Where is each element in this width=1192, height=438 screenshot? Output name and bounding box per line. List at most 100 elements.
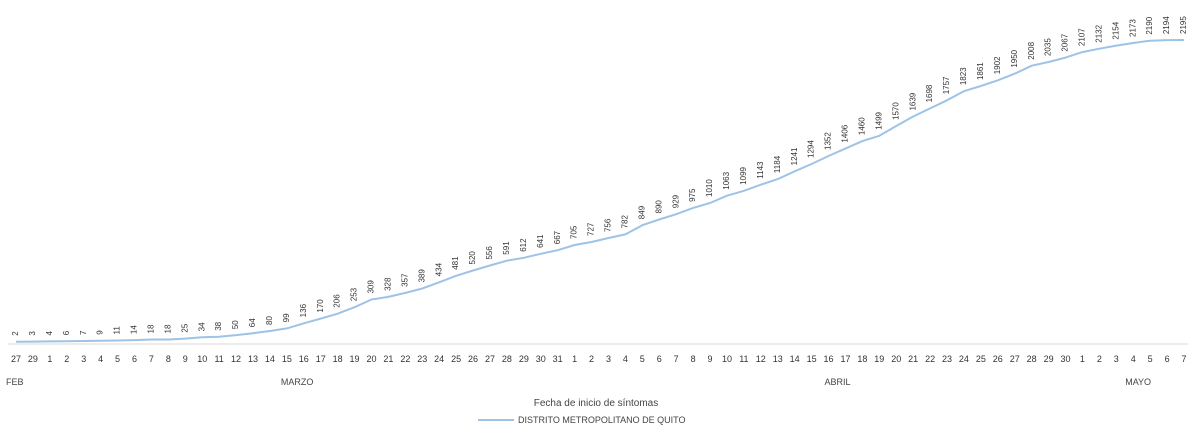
data-label: 667 bbox=[553, 230, 562, 244]
x-tick-label: 17 bbox=[840, 354, 850, 364]
x-tick-label: 6 bbox=[1165, 354, 1170, 364]
x-tick-label: 23 bbox=[942, 354, 952, 364]
data-label: 1460 bbox=[858, 117, 867, 135]
data-label: 756 bbox=[604, 218, 613, 232]
x-tick-label: 8 bbox=[166, 354, 171, 364]
x-tick-label: 12 bbox=[231, 354, 241, 364]
month-label-mayo: MAYO bbox=[1125, 377, 1152, 387]
x-tick-label: 10 bbox=[197, 354, 207, 364]
data-label: 1698 bbox=[925, 84, 934, 102]
data-label: 1010 bbox=[705, 179, 714, 197]
x-tick-label: 1 bbox=[47, 354, 52, 364]
x-tick-label: 4 bbox=[1131, 354, 1136, 364]
x-tick-label: 27 bbox=[11, 354, 21, 364]
data-label: 4 bbox=[45, 330, 54, 335]
x-tick-label: 28 bbox=[1027, 354, 1037, 364]
x-tick-label: 29 bbox=[519, 354, 529, 364]
x-tick-label: 2 bbox=[64, 354, 69, 364]
x-tick-label: 7 bbox=[1181, 354, 1186, 364]
data-label: 14 bbox=[130, 325, 139, 334]
data-label: 849 bbox=[637, 205, 646, 219]
data-label: 64 bbox=[248, 318, 257, 327]
data-label: 253 bbox=[350, 287, 359, 301]
data-label: 1143 bbox=[756, 161, 765, 179]
x-tick-label: 27 bbox=[485, 354, 495, 364]
data-label: 11 bbox=[113, 326, 122, 335]
data-label: 80 bbox=[265, 316, 274, 325]
x-tick-label: 25 bbox=[451, 354, 461, 364]
data-label: 2 bbox=[11, 331, 20, 336]
data-label: 309 bbox=[367, 280, 376, 294]
data-label: 2107 bbox=[1078, 28, 1087, 46]
x-tick-label: 20 bbox=[891, 354, 901, 364]
x-tick-label: 22 bbox=[400, 354, 410, 364]
x-tick-label: 6 bbox=[657, 354, 662, 364]
data-label: 434 bbox=[434, 262, 443, 276]
x-tick-label: 7 bbox=[149, 354, 154, 364]
x-tick-label: 25 bbox=[976, 354, 986, 364]
data-label: 3 bbox=[28, 331, 37, 336]
x-tick-label: 9 bbox=[708, 354, 713, 364]
data-label: 2132 bbox=[1094, 24, 1103, 42]
x-tick-label: 16 bbox=[299, 354, 309, 364]
x-tick-label: 27 bbox=[1010, 354, 1020, 364]
data-label: 1184 bbox=[773, 155, 782, 173]
data-label: 2067 bbox=[1061, 33, 1070, 51]
data-label: 1950 bbox=[1010, 49, 1019, 67]
x-tick-label: 15 bbox=[282, 354, 292, 364]
x-tick-label: 18 bbox=[333, 354, 343, 364]
data-label: 2154 bbox=[1111, 21, 1120, 39]
x-tick-label: 26 bbox=[468, 354, 478, 364]
data-label: 2008 bbox=[1027, 41, 1036, 59]
x-tick-label: 22 bbox=[925, 354, 935, 364]
data-label: 705 bbox=[570, 225, 579, 239]
data-label: 170 bbox=[316, 299, 325, 313]
x-tick-label: 15 bbox=[807, 354, 817, 364]
legend-line-swatch bbox=[478, 419, 514, 421]
legend-series-label: DISTRITO METROPOLITANO DE QUITO bbox=[518, 415, 686, 425]
x-tick-label: 9 bbox=[183, 354, 188, 364]
x-tick-label: 7 bbox=[674, 354, 679, 364]
data-label: 206 bbox=[333, 294, 342, 308]
data-label: 975 bbox=[688, 188, 697, 202]
data-label: 6 bbox=[62, 330, 71, 335]
x-tick-label: 4 bbox=[623, 354, 628, 364]
data-label: 1063 bbox=[722, 171, 731, 189]
month-label-abril: ABRIL bbox=[824, 377, 851, 387]
x-tick-label: 28 bbox=[502, 354, 512, 364]
x-tick-label: 6 bbox=[132, 354, 137, 364]
x-tick-label: 2 bbox=[1097, 354, 1102, 364]
x-tick-label: 29 bbox=[1044, 354, 1054, 364]
data-label: 1241 bbox=[790, 147, 799, 165]
x-tick-label: 11 bbox=[739, 354, 748, 364]
data-label: 1499 bbox=[874, 111, 883, 129]
x-tick-label: 14 bbox=[265, 354, 275, 364]
x-tick-label: 21 bbox=[383, 354, 393, 364]
data-label: 2173 bbox=[1128, 19, 1137, 37]
x-tick-label: 21 bbox=[908, 354, 918, 364]
data-label: 727 bbox=[587, 222, 596, 236]
x-tick-label: 18 bbox=[857, 354, 867, 364]
x-tick-label: 19 bbox=[874, 354, 884, 364]
data-label: 328 bbox=[383, 277, 392, 291]
x-tick-label: 4 bbox=[98, 354, 103, 364]
x-tick-label: 13 bbox=[248, 354, 258, 364]
data-label: 782 bbox=[621, 215, 630, 229]
x-tick-label: 5 bbox=[1148, 354, 1153, 364]
x-tick-label: 31 bbox=[553, 354, 563, 364]
data-label: 641 bbox=[536, 234, 545, 248]
data-label: 612 bbox=[519, 238, 528, 252]
x-tick-label: 26 bbox=[993, 354, 1003, 364]
data-label: 34 bbox=[197, 322, 206, 331]
data-label: 18 bbox=[163, 324, 172, 333]
data-label: 556 bbox=[485, 246, 494, 260]
x-tick-label: 30 bbox=[1060, 354, 1070, 364]
x-tick-label: 17 bbox=[316, 354, 326, 364]
x-tick-label: 3 bbox=[1114, 354, 1119, 364]
data-label: 1861 bbox=[976, 62, 985, 80]
x-tick-label: 14 bbox=[790, 354, 800, 364]
x-tick-label: 3 bbox=[606, 354, 611, 364]
data-label: 1294 bbox=[807, 140, 816, 158]
